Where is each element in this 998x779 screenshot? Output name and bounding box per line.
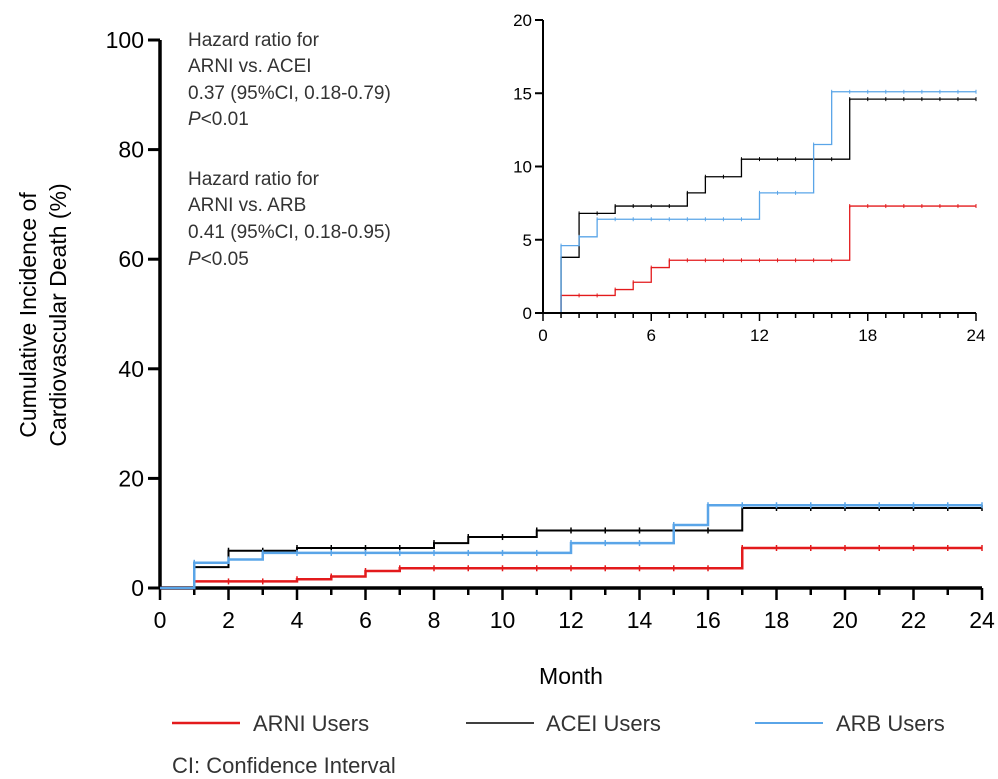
inset-y-tick-label: 20 bbox=[513, 11, 532, 30]
inset-x-tick-label: 0 bbox=[538, 326, 547, 345]
inset-x-tick-label: 24 bbox=[967, 326, 986, 345]
hr2-p-value: <0.05 bbox=[201, 249, 249, 270]
x-tick-label: 6 bbox=[359, 607, 372, 633]
x-tick-label: 4 bbox=[291, 607, 304, 633]
x-tick-label: 24 bbox=[969, 607, 995, 633]
series-line-arb-users bbox=[160, 504, 982, 590]
x-tick-label: 8 bbox=[428, 607, 441, 633]
y-tick-label: 40 bbox=[118, 356, 144, 382]
x-tick-label: 20 bbox=[832, 607, 858, 633]
x-tick-label: 14 bbox=[627, 607, 653, 633]
hr1-line3: 0.37 (95%CI, 0.18-0.79) bbox=[188, 83, 391, 104]
inset-series-line-arni-users bbox=[543, 205, 976, 314]
y-axis-title-line2: Cardiovascular Death (%) bbox=[45, 183, 71, 446]
legend-label-arb: ARB Users bbox=[836, 711, 945, 736]
inset-x-tick-label: 12 bbox=[750, 326, 769, 345]
x-tick-label: 16 bbox=[695, 607, 721, 633]
y-tick-label: 20 bbox=[118, 465, 144, 491]
inset-y-tick-label: 0 bbox=[523, 304, 532, 323]
x-tick-label: 22 bbox=[901, 607, 927, 633]
inset-x-tick-label: 18 bbox=[858, 326, 877, 345]
y-tick-label: 60 bbox=[118, 246, 144, 272]
inset-y-tick-label: 10 bbox=[513, 158, 532, 177]
hr1-line2: ARNI vs. ACEI bbox=[188, 56, 312, 77]
inset-series bbox=[543, 89, 977, 314]
y-ticks: 0 20 40 60 80 100 bbox=[106, 27, 160, 601]
y-tick-label: 0 bbox=[131, 575, 144, 601]
hr2-line3: 0.41 (95%CI, 0.18-0.95) bbox=[188, 222, 391, 243]
legend-label-arni: ARNI Users bbox=[253, 711, 369, 736]
hr1-p: P<0.01 bbox=[188, 109, 249, 130]
inset-series-line-arb-users bbox=[543, 91, 976, 314]
hr2-line2: ARNI vs. ARB bbox=[188, 195, 306, 216]
series-line-arni-users bbox=[160, 546, 982, 590]
inset-y-tick-label: 5 bbox=[523, 231, 532, 250]
y-axis-title-line1: Cumulative Incidence of bbox=[15, 192, 41, 438]
x-ticks: 0 2 4 6 8 10 12 14 16 18 20 22 24 bbox=[154, 588, 995, 633]
x-axis-title: Month bbox=[539, 663, 603, 689]
hr1-p-value: <0.01 bbox=[201, 109, 249, 130]
y-tick-label: 100 bbox=[106, 27, 144, 53]
inset-x-tick-label: 6 bbox=[647, 326, 656, 345]
y-tick-label: 80 bbox=[118, 137, 144, 163]
inset-y-ticks: 0 5 10 15 20 bbox=[513, 11, 543, 323]
hr2-p: P<0.05 bbox=[188, 249, 249, 270]
main-series bbox=[160, 502, 983, 590]
x-tick-label: 2 bbox=[222, 607, 235, 633]
hazard-ratio-annotation-acei: Hazard ratio for ARNI vs. ACEI 0.37 (95%… bbox=[188, 30, 391, 130]
x-tick-label: 0 bbox=[154, 607, 167, 633]
hr1-p-symbol: P bbox=[188, 109, 201, 130]
hr2-p-symbol: P bbox=[188, 249, 201, 270]
hazard-ratio-annotation-arb: Hazard ratio for ARNI vs. ARB 0.41 (95%C… bbox=[188, 169, 391, 270]
x-tick-label: 12 bbox=[558, 607, 584, 633]
inset-y-tick-label: 15 bbox=[513, 84, 532, 103]
hr2-line1: Hazard ratio for bbox=[188, 169, 320, 190]
legend-label-acei: ACEI Users bbox=[546, 711, 661, 736]
inset-x-ticks: 0 6 12 18 24 bbox=[538, 313, 985, 345]
legend: ARNI Users ACEI Users ARB Users bbox=[172, 711, 945, 736]
x-tick-label: 18 bbox=[764, 607, 790, 633]
inset-chart: 0 5 10 15 20 0 6 12 18 24 bbox=[513, 11, 985, 345]
footnote: CI: Confidence Interval bbox=[172, 753, 396, 778]
hr1-line1: Hazard ratio for bbox=[188, 30, 320, 51]
x-tick-label: 10 bbox=[490, 607, 516, 633]
